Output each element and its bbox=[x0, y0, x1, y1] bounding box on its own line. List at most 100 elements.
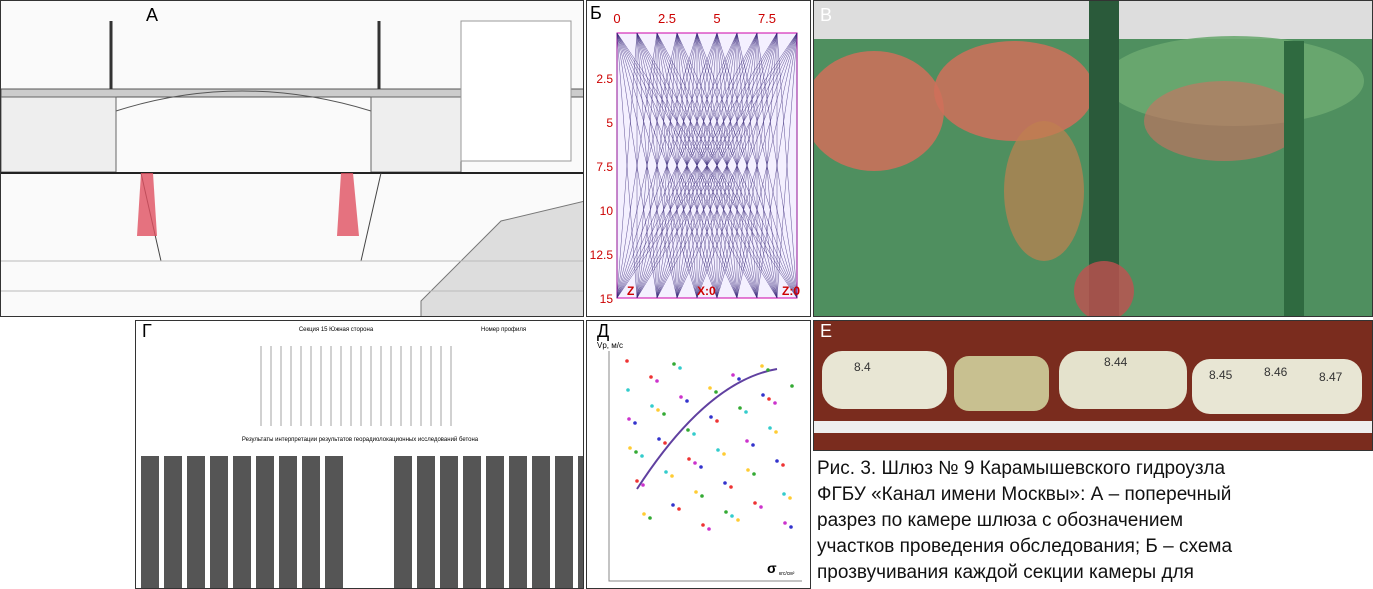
section-drawing bbox=[1, 1, 584, 317]
caption-line: участков проведения обследования; Б – сх… bbox=[817, 534, 1232, 560]
dot bbox=[687, 457, 691, 461]
core-label: 8.47 bbox=[1319, 370, 1343, 384]
dot bbox=[730, 514, 734, 518]
dot bbox=[685, 399, 689, 403]
dot bbox=[788, 496, 792, 500]
dot bbox=[650, 404, 654, 408]
dot bbox=[686, 428, 690, 432]
dot bbox=[759, 505, 763, 509]
dot bbox=[649, 375, 653, 379]
dot bbox=[709, 415, 713, 419]
dot bbox=[746, 468, 750, 472]
dot bbox=[626, 388, 630, 392]
y-label: Vp, м/с bbox=[597, 341, 623, 350]
panel-e: Vp, м/с σ кгс/см² Д bbox=[586, 320, 811, 589]
gpr-strip bbox=[463, 456, 481, 589]
dot bbox=[767, 397, 771, 401]
dot bbox=[679, 395, 683, 399]
dot bbox=[628, 446, 632, 450]
dot bbox=[751, 443, 755, 447]
gpr-strip bbox=[187, 456, 205, 589]
top-tick: 5 bbox=[713, 11, 720, 26]
dot bbox=[714, 390, 718, 394]
dot bbox=[663, 441, 667, 445]
x-unit: кгс/см² bbox=[779, 571, 795, 577]
dot bbox=[655, 379, 659, 383]
dot bbox=[672, 362, 676, 366]
dot bbox=[722, 452, 726, 456]
scatter-plot: Vp, м/с σ кгс/см² bbox=[587, 321, 811, 589]
dot bbox=[781, 463, 785, 467]
dot bbox=[694, 490, 698, 494]
dot bbox=[648, 516, 652, 520]
gpr-strip bbox=[417, 456, 435, 589]
dot bbox=[738, 406, 742, 410]
left-tick: 5 bbox=[606, 116, 613, 130]
gpr-strip bbox=[141, 456, 159, 589]
dot bbox=[744, 410, 748, 414]
gpr-strip bbox=[233, 456, 251, 589]
dot bbox=[716, 448, 720, 452]
panel-letter: Б bbox=[590, 3, 602, 24]
dot bbox=[790, 384, 794, 388]
dot bbox=[766, 368, 770, 372]
gpr-strip bbox=[532, 456, 550, 589]
gpr-profiles: Секция 15 Южная сторона Номер профиля Ре… bbox=[136, 321, 584, 589]
left-tick: 10 bbox=[600, 204, 614, 218]
dot bbox=[656, 408, 660, 412]
page: А 02.557.52.557.51012.515ZX:0Z:0 Б В Сек… bbox=[0, 0, 1373, 589]
left-tick: 7.5 bbox=[596, 160, 613, 174]
title: Секция 15 Южная сторона bbox=[299, 327, 374, 333]
dot bbox=[641, 483, 645, 487]
dot bbox=[693, 461, 697, 465]
dot bbox=[635, 479, 639, 483]
dot bbox=[670, 474, 674, 478]
dot bbox=[708, 386, 712, 390]
caption: Рис. 3. Шлюз № 9 Карамышевского гидроузл… bbox=[817, 456, 1232, 586]
gpr-strip bbox=[302, 456, 320, 589]
gpr-strip bbox=[509, 456, 527, 589]
top-tick: 7.5 bbox=[758, 11, 776, 26]
dot bbox=[699, 465, 703, 469]
caption-line: разрез по камере шлюза с обозначением bbox=[817, 508, 1232, 534]
dot bbox=[642, 512, 646, 516]
gpr-strip bbox=[394, 456, 412, 589]
bottom-label: Z:0 bbox=[782, 284, 800, 298]
dot bbox=[775, 459, 779, 463]
top-tick: 0 bbox=[613, 11, 620, 26]
dot bbox=[633, 421, 637, 425]
dot bbox=[627, 417, 631, 421]
dot bbox=[753, 501, 757, 505]
x-label: σ bbox=[767, 560, 777, 576]
gpr-strip bbox=[486, 456, 504, 589]
dot bbox=[634, 450, 638, 454]
dot bbox=[729, 485, 733, 489]
dot bbox=[761, 393, 765, 397]
gpr-strip bbox=[325, 456, 343, 589]
bottom-label: Z bbox=[627, 284, 634, 298]
dot bbox=[731, 373, 735, 377]
dot bbox=[723, 481, 727, 485]
dot bbox=[752, 472, 756, 476]
gpr-strip bbox=[555, 456, 573, 589]
dot bbox=[657, 437, 661, 441]
profile-label: Номер профиля bbox=[481, 327, 526, 333]
dot bbox=[736, 518, 740, 522]
dot bbox=[662, 412, 666, 416]
dot bbox=[737, 377, 741, 381]
dot bbox=[701, 523, 705, 527]
left-tick: 15 bbox=[600, 292, 614, 306]
dot bbox=[715, 419, 719, 423]
dot bbox=[700, 494, 704, 498]
dot bbox=[783, 521, 787, 525]
dot bbox=[774, 430, 778, 434]
core-photo: 8.48.448.458.468.47 bbox=[814, 321, 1373, 451]
core-label: 8.46 bbox=[1264, 365, 1288, 379]
dot bbox=[773, 401, 777, 405]
core-label: 8.45 bbox=[1209, 368, 1233, 382]
gpr-strip bbox=[210, 456, 228, 589]
caption-line: Рис. 3. Шлюз № 9 Карамышевского гидроузл… bbox=[817, 456, 1232, 482]
gpr-strip bbox=[164, 456, 182, 589]
core-label: 8.44 bbox=[1104, 355, 1128, 369]
